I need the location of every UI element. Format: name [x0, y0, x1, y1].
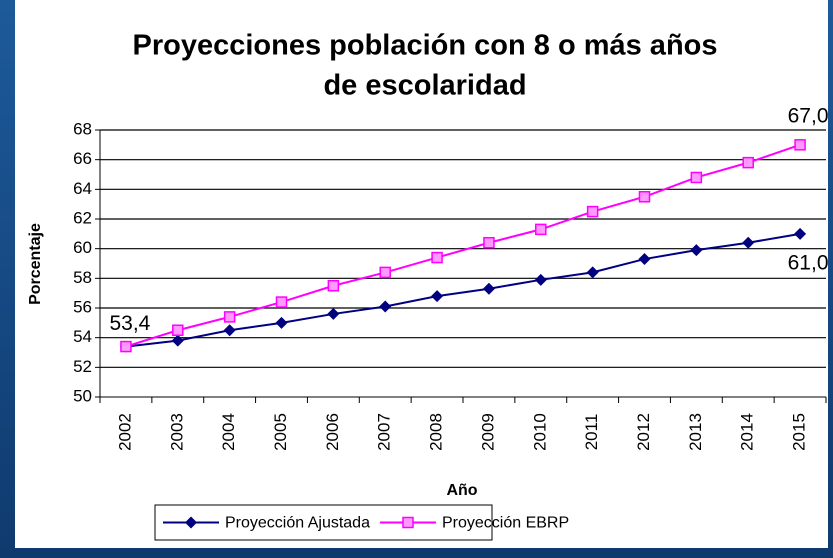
point — [275, 316, 288, 329]
legend-label: Proyección EBRP — [442, 515, 569, 532]
x-tick-label: 2004 — [219, 413, 238, 451]
y-tick-label: 54 — [73, 327, 92, 346]
point — [586, 205, 599, 218]
x-tick-label: 2008 — [427, 413, 446, 451]
data-label: 67,0 — [788, 104, 829, 127]
data-label: 53,4 — [109, 312, 150, 335]
point — [690, 244, 703, 257]
point — [327, 307, 340, 320]
point — [172, 324, 184, 336]
chart-title: Proyecciones población con 8 o más años — [132, 30, 717, 62]
y-tick-label: 56 — [73, 297, 92, 316]
point — [483, 236, 495, 249]
y-tick-label: 58 — [73, 268, 92, 287]
series-line — [125, 143, 801, 348]
point — [482, 282, 495, 295]
point — [586, 266, 599, 279]
point — [742, 236, 755, 249]
y-axis-label: Porcentaje — [27, 223, 44, 305]
x-tick-label: 2006 — [323, 413, 342, 451]
x-tick-label: 2014 — [738, 413, 757, 451]
point — [535, 223, 547, 236]
series-line — [125, 232, 801, 348]
point — [379, 266, 391, 279]
point — [638, 253, 651, 266]
point — [120, 340, 132, 353]
legend-marker — [185, 516, 197, 529]
chart-title: de escolaridad — [323, 70, 526, 102]
y-tick-label: 52 — [73, 357, 92, 376]
point — [171, 334, 184, 347]
y-tick-label: 66 — [73, 149, 92, 168]
point — [431, 290, 444, 303]
x-tick-label: 2015 — [790, 413, 809, 451]
point — [794, 139, 806, 151]
y-tick-label: 60 — [73, 238, 92, 257]
x-tick-label: 2013 — [686, 413, 705, 451]
x-tick-label: 2011 — [582, 414, 601, 451]
y-tick-label: 62 — [73, 208, 92, 227]
chart-panel — [15, 0, 828, 548]
x-tick-label: 2007 — [375, 413, 394, 451]
x-tick-label: 2002 — [115, 413, 134, 451]
y-tick-label: 64 — [73, 179, 92, 198]
point — [379, 300, 392, 313]
x-tick-label: 2003 — [167, 413, 186, 451]
point — [690, 171, 703, 184]
x-tick-label: 2005 — [271, 413, 290, 451]
legend-marker — [402, 516, 414, 529]
x-tick-label: 2010 — [530, 413, 549, 451]
point — [275, 296, 288, 308]
y-tick-label: 50 — [73, 386, 92, 405]
point — [534, 273, 547, 286]
point — [794, 227, 807, 240]
x-tick-label: 2012 — [634, 413, 653, 451]
point — [223, 324, 236, 337]
point — [327, 280, 340, 292]
data-label: 61,0 — [788, 251, 829, 274]
point — [431, 251, 443, 264]
point — [223, 311, 236, 323]
legend-label: Proyección Ajustada — [225, 515, 370, 532]
point — [638, 191, 651, 203]
x-axis-label: Año — [446, 482, 477, 499]
x-tick-label: 2009 — [478, 413, 497, 451]
y-tick-label: 68 — [73, 119, 92, 138]
point — [742, 156, 754, 169]
